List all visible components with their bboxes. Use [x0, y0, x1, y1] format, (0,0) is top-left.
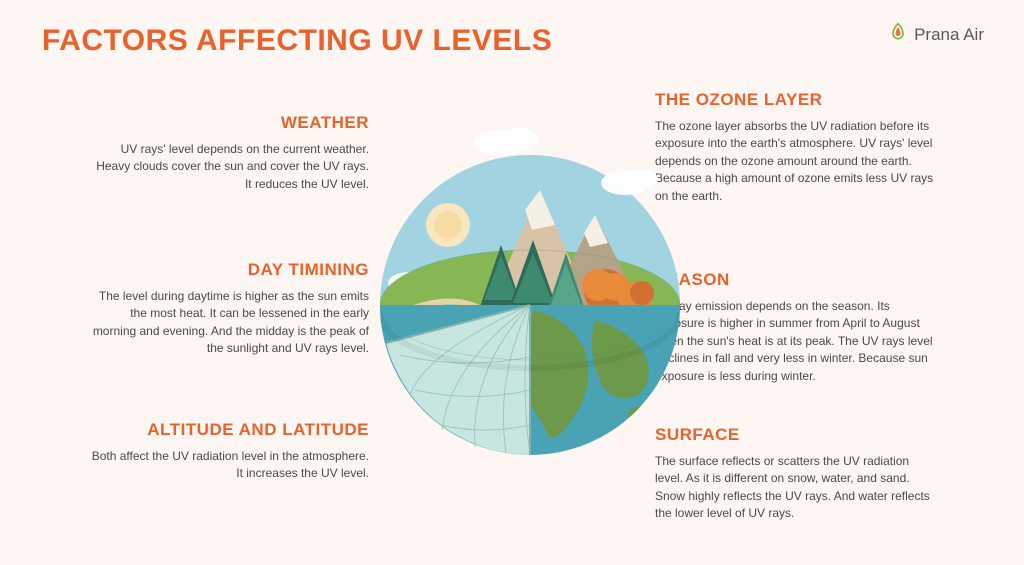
factor-body: The ozone layer absorbs the UV radiation… — [655, 118, 935, 205]
brand-logo: Prana Air — [888, 22, 984, 47]
factor-title: ALTITUDE AND LATITUDE — [89, 420, 369, 440]
leaf-icon — [888, 22, 908, 47]
factor-title: SURFACE — [655, 425, 935, 445]
page-title: FACTORS AFFECTING UV LEVELS — [42, 24, 552, 58]
factor-body: The surface reflects or scatters the UV … — [655, 453, 935, 523]
factor-body: UV rays' level depends on the current we… — [89, 141, 369, 193]
factor-season: SEASON UV ray emission depends on the se… — [655, 270, 935, 385]
factor-title: DAY TIMINING — [89, 260, 369, 280]
factor-body: The level during daytime is higher as th… — [89, 288, 369, 358]
factor-title: SEASON — [655, 270, 935, 290]
factor-weather: WEATHER UV rays' level depends on the cu… — [89, 113, 369, 193]
globe-illustration — [380, 95, 680, 515]
factor-body: UV ray emission depends on the season. I… — [655, 298, 935, 385]
factor-body: Both affect the UV radiation level in th… — [89, 448, 369, 483]
factor-ozone: THE OZONE LAYER The ozone layer absorbs … — [655, 90, 935, 205]
factor-day-timing: DAY TIMINING The level during daytime is… — [89, 260, 369, 358]
factor-title: WEATHER — [89, 113, 369, 133]
factor-title: THE OZONE LAYER — [655, 90, 935, 110]
brand-name: Prana Air — [914, 25, 984, 45]
factor-altitude: ALTITUDE AND LATITUDE Both affect the UV… — [89, 420, 369, 483]
factor-surface: SURFACE The surface reflects or scatters… — [655, 425, 935, 523]
